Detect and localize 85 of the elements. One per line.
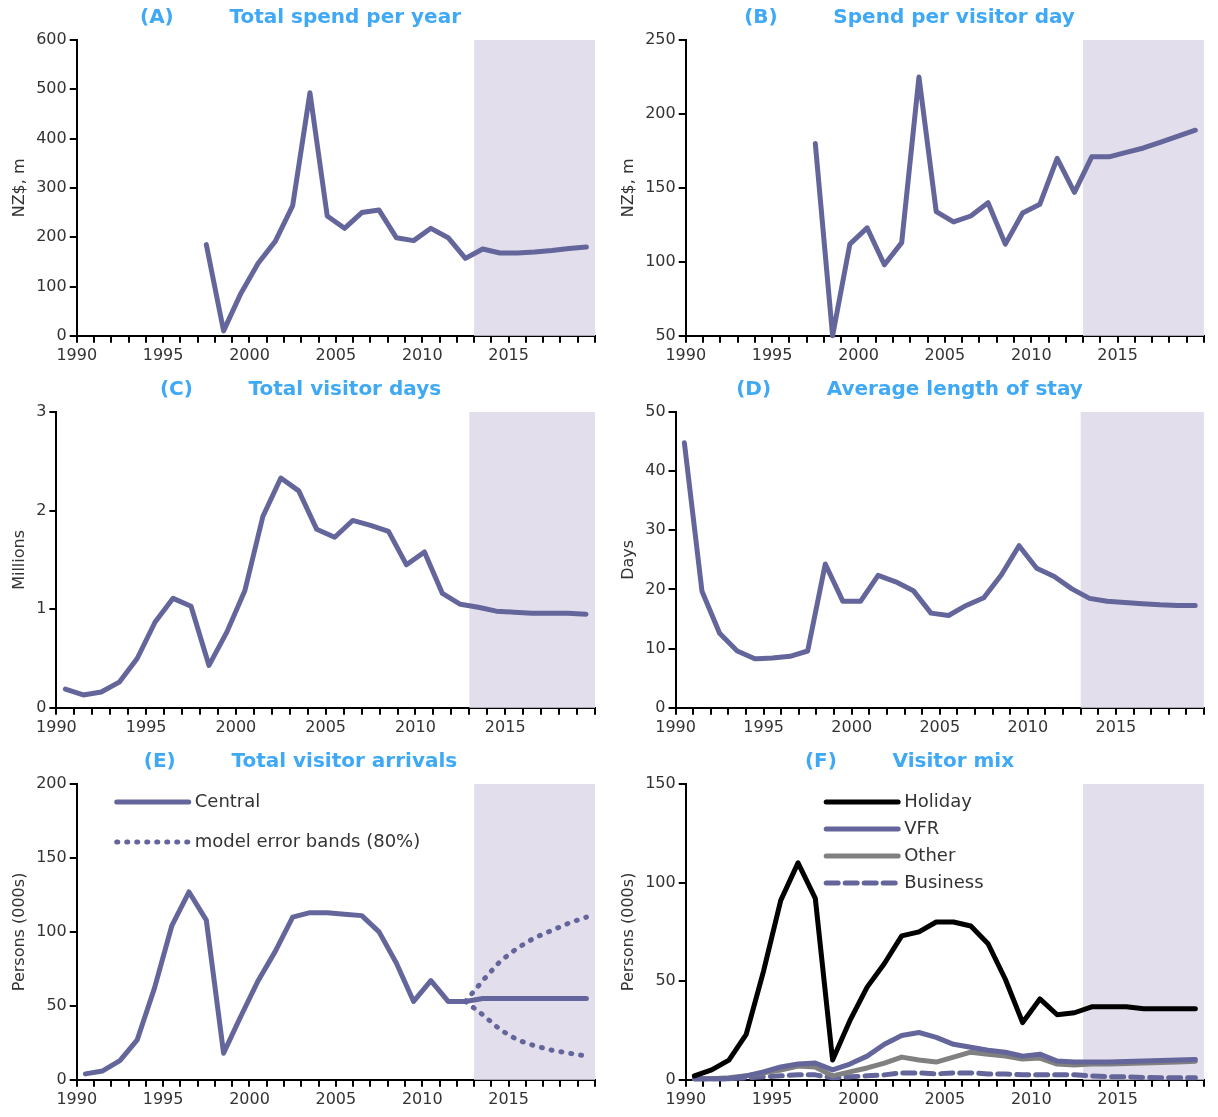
y-axis-title: Days <box>617 539 637 580</box>
y-tick-label: 150 <box>645 177 676 197</box>
x-tick-label: 1995 <box>142 344 184 364</box>
y-tick-label: 40 <box>645 460 666 480</box>
x-tick-label: 2005 <box>315 1088 357 1108</box>
x-tick-label: 2010 <box>395 716 436 736</box>
y-axis-title: Persons (000s) <box>8 872 28 992</box>
x-tick-label: 2015 <box>1097 1088 1138 1108</box>
x-tick-label: 2000 <box>831 716 873 736</box>
y-tick-label: 0 <box>36 696 47 716</box>
y-tick-label: 0 <box>655 696 666 716</box>
x-tick-label: 1995 <box>142 1088 184 1108</box>
x-tick-label: 2010 <box>401 1088 443 1108</box>
y-tick-label: 0 <box>56 324 67 344</box>
x-tick-label: 2000 <box>229 1088 270 1108</box>
legend-label: VFR <box>904 816 940 838</box>
y-tick-label: 300 <box>36 177 67 197</box>
y-tick-label: 500 <box>36 78 67 98</box>
x-tick-label: 2010 <box>1007 716 1049 736</box>
y-tick-label: 200 <box>645 103 676 123</box>
x-tick-label: 2000 <box>838 344 879 364</box>
x-tick-label: 1990 <box>665 344 707 364</box>
y-tick-label: 3 <box>36 401 47 421</box>
x-tick-label: 2015 <box>1097 344 1138 364</box>
y-tick-label: 50 <box>46 995 67 1015</box>
y-axis-title: Millions <box>8 529 28 590</box>
x-tick-label: 2005 <box>924 1088 966 1108</box>
x-tick-label: 1995 <box>751 1088 793 1108</box>
y-tick-label: 400 <box>36 127 67 147</box>
x-tick-label: 2015 <box>1095 716 1137 736</box>
x-tick-label: 1990 <box>56 344 98 364</box>
legend-label: Holiday <box>904 789 973 811</box>
legend-label: Business <box>904 870 984 892</box>
x-tick-label: 2015 <box>488 344 529 364</box>
chart-title: (F) Visitor mix <box>804 748 1015 773</box>
x-tick-label: 2005 <box>924 344 966 364</box>
legend-label: model error bands (80%) <box>194 829 421 851</box>
x-tick-label: 1995 <box>743 716 784 736</box>
x-tick-label: 2015 <box>488 1088 529 1108</box>
chart-title: (D) Average length of stay <box>736 376 1083 401</box>
y-tick-label: 1 <box>36 598 47 618</box>
y-tick-label: 50 <box>645 401 666 421</box>
y-axis-title: Persons (000s) <box>617 872 637 992</box>
x-tick-label: 2015 <box>484 716 526 736</box>
chart-title: (A) Total spend per year <box>139 4 462 29</box>
y-tick-label: 20 <box>645 578 666 598</box>
x-tick-label: 2010 <box>401 344 443 364</box>
y-axis-title: NZ$, m <box>8 158 28 218</box>
x-tick-label: 2005 <box>919 716 961 736</box>
x-tick-label: 2010 <box>1010 1088 1052 1108</box>
y-axis-title: NZ$, m <box>617 158 637 218</box>
y-tick-label: 150 <box>645 773 676 793</box>
x-tick-label: 2000 <box>838 1088 879 1108</box>
legend-label: Other <box>904 843 956 865</box>
chart-title: (B) Spend per visitor day <box>744 4 1075 29</box>
y-tick-label: 10 <box>645 637 666 657</box>
y-tick-label: 50 <box>655 324 676 344</box>
x-tick-label: 2005 <box>315 344 357 364</box>
y-tick-label: 0 <box>56 1068 67 1088</box>
x-tick-label: 2000 <box>229 344 270 364</box>
chart-title: (E) Total visitor arrivals <box>143 748 458 773</box>
x-tick-label: 2005 <box>305 716 347 736</box>
y-tick-label: 100 <box>36 921 67 941</box>
y-tick-label: 50 <box>655 970 676 990</box>
y-tick-label: 100 <box>36 275 67 295</box>
x-tick-label: 2000 <box>215 716 257 736</box>
y-tick-label: 30 <box>645 519 666 539</box>
x-tick-label: 1995 <box>125 716 167 736</box>
x-tick-label: 1990 <box>655 716 696 736</box>
x-tick-label: 1995 <box>751 344 793 364</box>
y-tick-label: 100 <box>645 871 676 891</box>
y-tick-label: 0 <box>665 1068 676 1088</box>
legend-label: Central <box>194 789 261 811</box>
y-tick-label: 200 <box>36 773 67 793</box>
chart-title: (C) Total visitor days <box>159 376 442 401</box>
x-tick-label: 1990 <box>56 1088 98 1108</box>
y-tick-label: 200 <box>36 226 67 246</box>
y-tick-label: 150 <box>36 847 67 867</box>
y-tick-label: 250 <box>645 29 676 49</box>
y-tick-label: 2 <box>36 499 47 519</box>
y-tick-label: 100 <box>645 251 676 271</box>
x-tick-label: 2010 <box>1010 344 1052 364</box>
x-tick-label: 1990 <box>36 716 77 736</box>
x-tick-label: 1990 <box>665 1088 707 1108</box>
y-tick-label: 600 <box>36 29 67 49</box>
